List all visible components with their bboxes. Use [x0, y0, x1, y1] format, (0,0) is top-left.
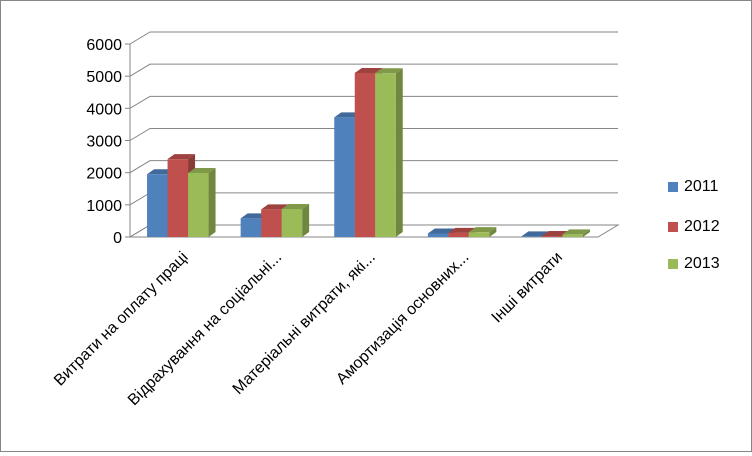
bar-top — [562, 229, 590, 235]
bar-top — [188, 167, 216, 173]
gridline — [129, 95, 618, 109]
bar-side — [208, 167, 216, 237]
bar-side — [395, 68, 403, 237]
bar — [240, 218, 262, 237]
legend-item: 2012 — [668, 217, 720, 237]
y-tick-label: 6000 — [86, 37, 122, 54]
bar-side — [302, 204, 310, 237]
x-tick-label: Відрахування на соціальні... — [125, 249, 285, 409]
bar — [375, 73, 396, 237]
gridline — [129, 31, 618, 45]
bar — [562, 234, 583, 237]
bar-top — [261, 204, 289, 210]
bar — [281, 209, 303, 237]
bar — [448, 232, 469, 237]
bar-top — [521, 231, 549, 237]
bar — [541, 236, 563, 237]
legend-swatch — [668, 182, 678, 192]
bar — [521, 236, 542, 237]
bar-top — [167, 154, 196, 160]
legend-item: 2013 — [668, 254, 720, 274]
legend-label: 2012 — [684, 218, 720, 235]
y-tick-label: 1000 — [86, 198, 122, 215]
bar — [188, 172, 209, 237]
bar — [354, 72, 376, 237]
x-tick-label: Інші витрати — [489, 249, 566, 326]
bar-top — [281, 204, 310, 210]
legend-swatch — [668, 222, 678, 232]
bar-top — [427, 228, 456, 234]
gridline — [129, 160, 618, 174]
y-tick-label: 2000 — [86, 166, 122, 183]
bar-top — [354, 67, 383, 73]
bar — [261, 209, 282, 237]
bar-top — [468, 227, 497, 233]
bar-side — [582, 229, 590, 237]
legend-label: 2011 — [684, 178, 719, 195]
y-tick-label: 0 — [113, 230, 122, 247]
bar — [334, 117, 355, 237]
legend-label: 2013 — [684, 255, 720, 272]
gridline — [129, 63, 618, 77]
gridline — [129, 128, 618, 141]
y-tick-label: 4000 — [86, 101, 122, 118]
bar-side — [489, 227, 497, 237]
bar — [167, 159, 189, 237]
bar-top — [375, 68, 403, 74]
bar — [147, 174, 168, 237]
bar — [427, 233, 449, 237]
bar — [468, 232, 490, 237]
legend-swatch — [668, 259, 678, 269]
y-tick-label: 5000 — [86, 69, 122, 86]
legend-item: 2011 — [668, 177, 718, 197]
y-tick-label: 3000 — [86, 134, 122, 151]
bar-top — [448, 227, 476, 233]
